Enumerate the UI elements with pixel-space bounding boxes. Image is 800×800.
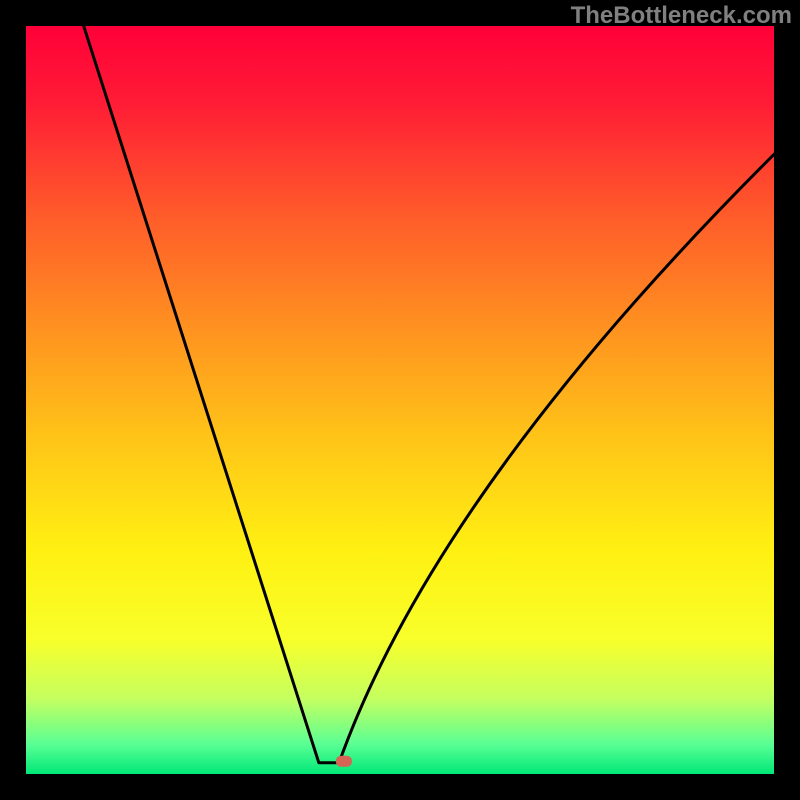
chart-wrapper: TheBottleneck.com (0, 0, 800, 800)
chart-gradient-background (26, 26, 774, 774)
watermark-label: TheBottleneck.com (571, 2, 792, 30)
optimal-point-marker (336, 756, 352, 767)
bottleneck-chart-svg (0, 0, 800, 800)
